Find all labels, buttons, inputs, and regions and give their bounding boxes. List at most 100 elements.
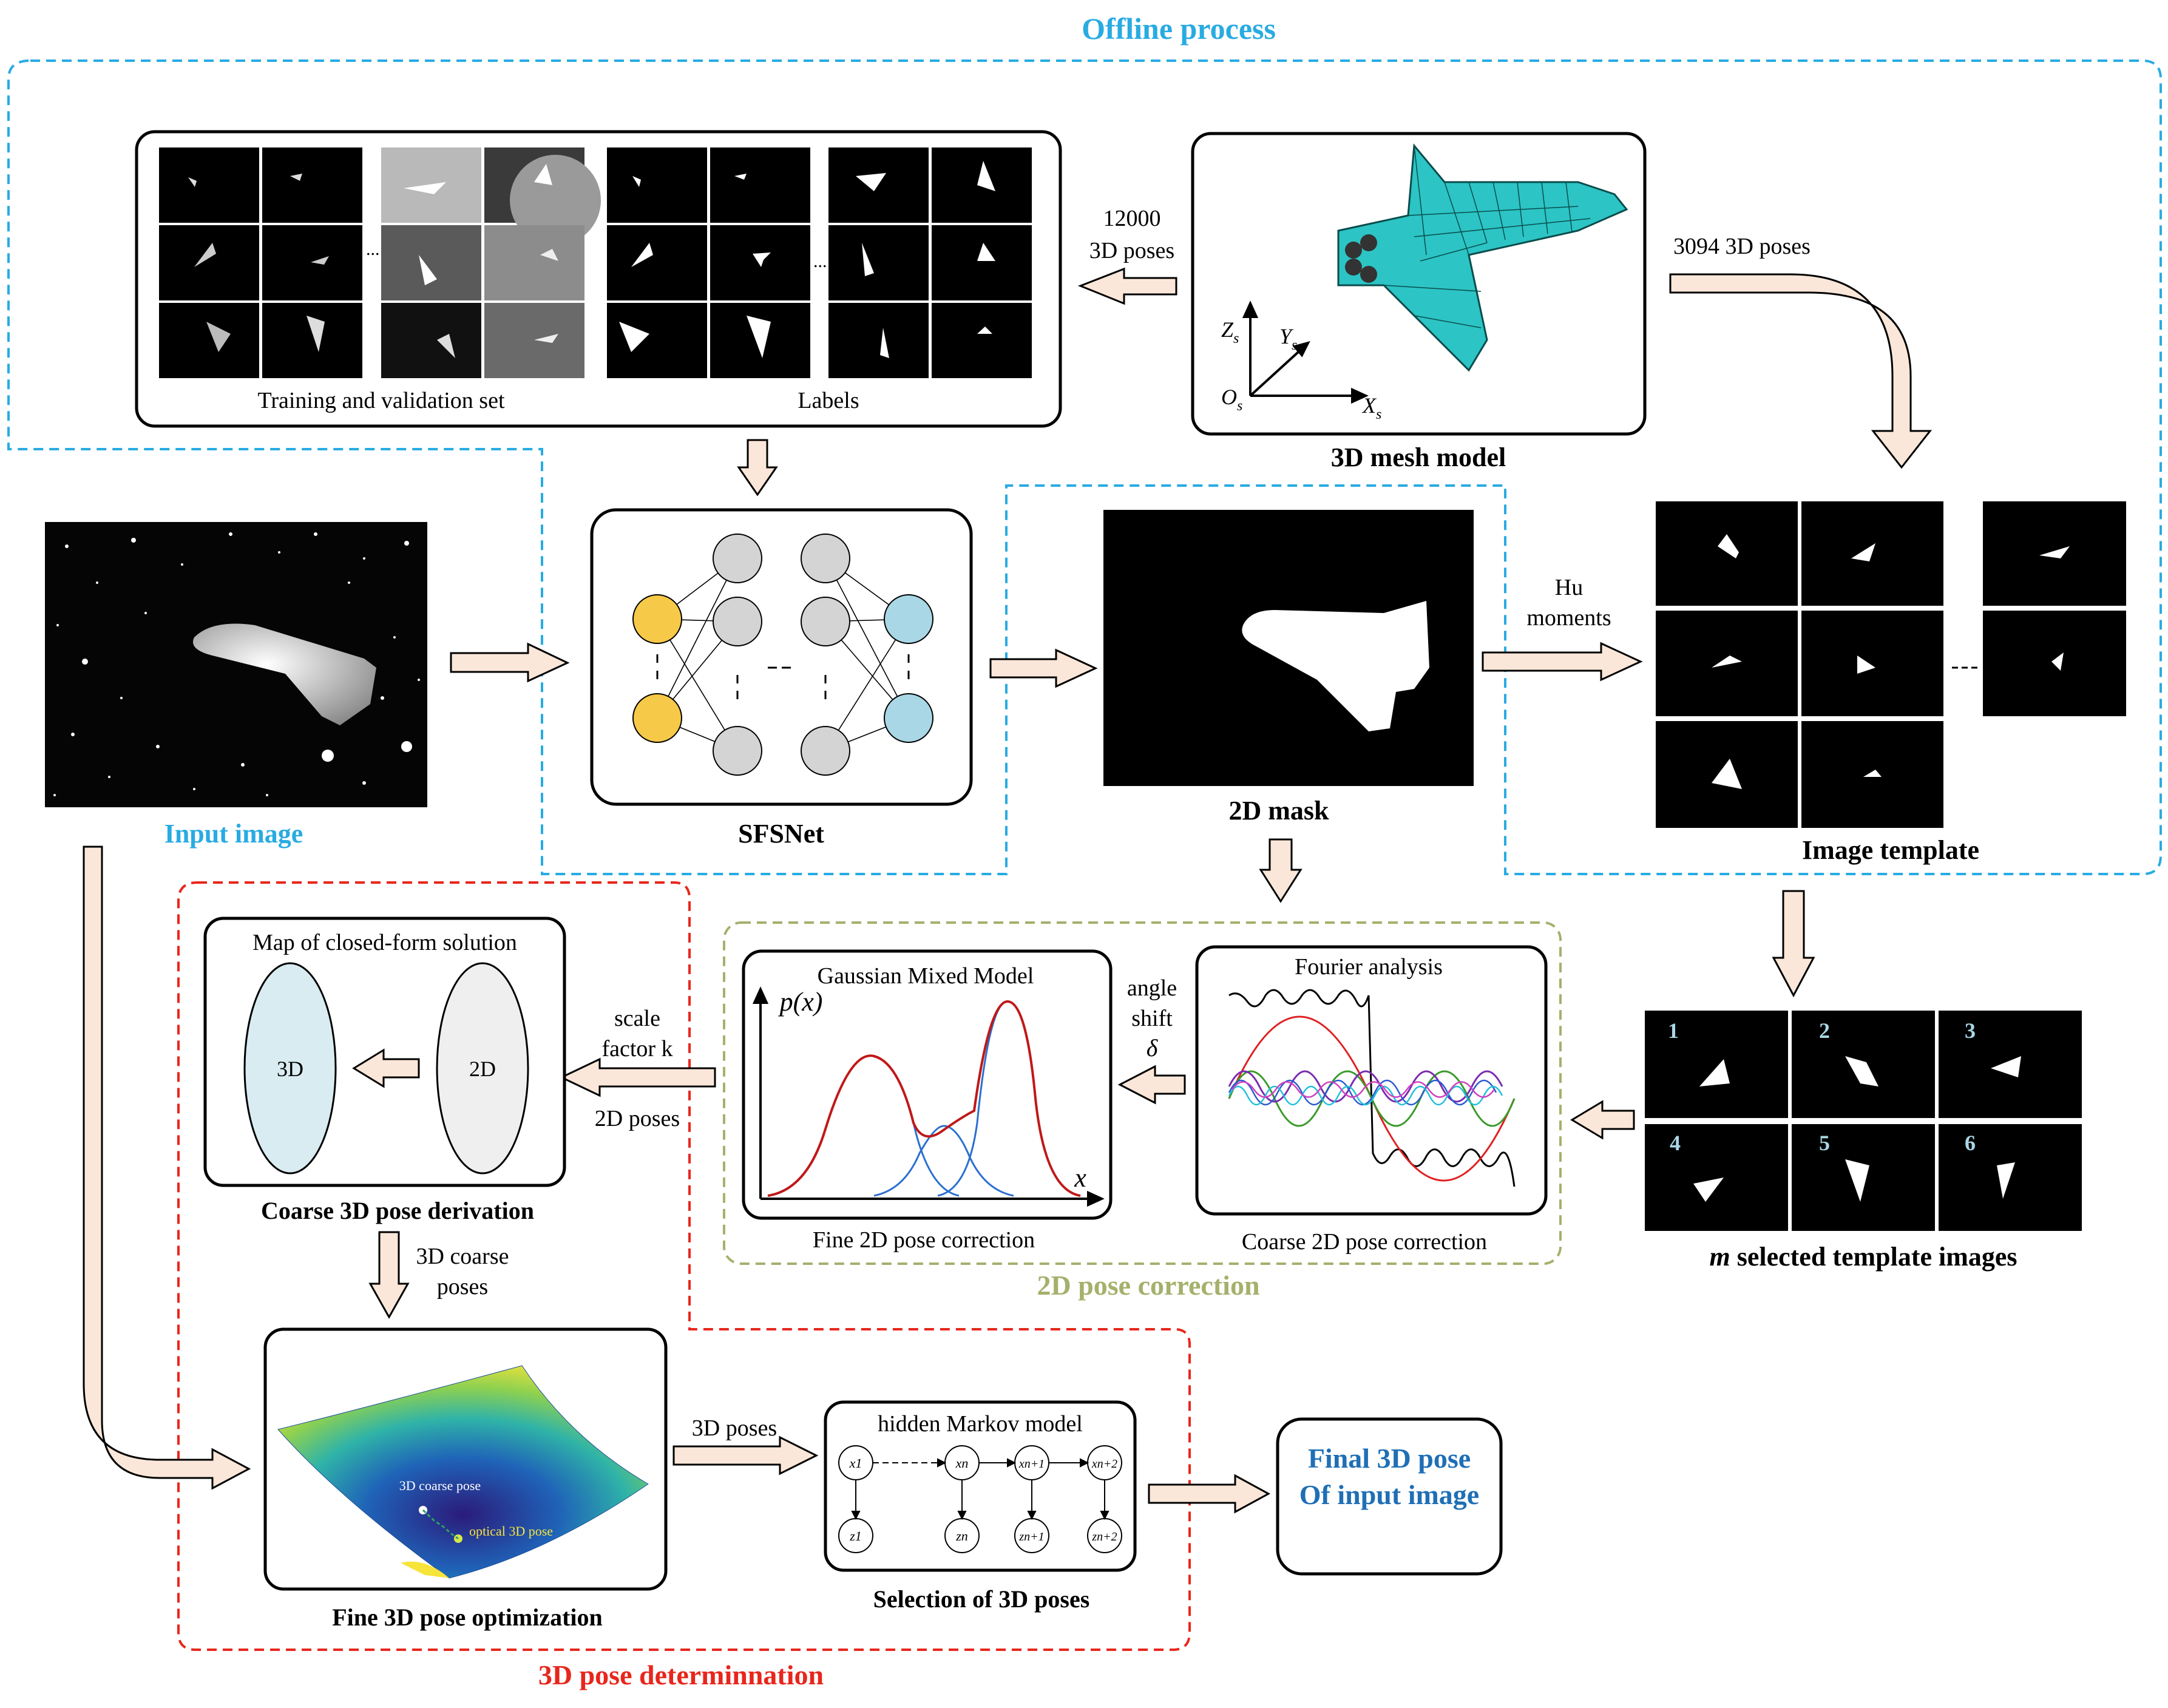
angle-label-1: angle <box>1127 975 1177 1001</box>
hmm-edges <box>851 1458 1109 1520</box>
selected-number-3: 3 <box>1965 1018 1976 1043</box>
arrow-template-to-selected <box>1772 890 1815 998</box>
arrow-hmm-to-final <box>1148 1474 1271 1514</box>
hmm-x1-label: x1 <box>849 1456 862 1471</box>
hu-label-1: Hu <box>1555 575 1583 600</box>
hmm-xn2-label: xn+2 <box>1091 1457 1117 1471</box>
fine3d-panel: 3D coarse pose optical 3D pose <box>263 1327 668 1591</box>
hmm-xn1-label: xn+1 <box>1018 1457 1045 1471</box>
training-label: Training and validation set <box>257 388 504 413</box>
hmm-panel: hidden Markov model x1 xn xn+1 xn+2 z1 z… <box>824 1400 1137 1572</box>
arrow-2d-to-3d <box>352 1048 420 1088</box>
coarse3d-title: Coarse 3D pose derivation <box>261 1197 534 1224</box>
node-ellipsis <box>656 654 910 699</box>
surface-coarse-label: 3D coarse pose <box>399 1478 481 1493</box>
input-image-title: Input image <box>164 819 303 849</box>
hmm-zn1-label: zn+1 <box>1018 1530 1044 1544</box>
scale-label-1: scale <box>614 1006 660 1031</box>
pose3d-region-border <box>177 881 1191 1651</box>
surface-edge-yellow <box>401 1561 449 1578</box>
selected-number-2: 2 <box>1819 1018 1830 1043</box>
input-node-2 <box>632 693 682 743</box>
hidden-node-1c <box>713 726 762 776</box>
selected-number-5: 5 <box>1819 1131 1830 1155</box>
poses-12000-unit: 3D poses <box>1089 238 1174 263</box>
harmonic-magenta <box>1231 1081 1496 1098</box>
hidden-node-2a <box>801 534 850 583</box>
input-node-1 <box>632 594 682 644</box>
arrow-mesh-to-training <box>1077 267 1177 305</box>
axis-o-label: Os <box>1221 385 1242 414</box>
final-line-2: Of input image <box>1299 1479 1479 1510</box>
labels-label: Labels <box>798 388 859 413</box>
pose2d-title: 2D pose correction <box>1037 1270 1259 1301</box>
shuttle-mesh <box>1337 143 1628 372</box>
training-panel: ... <box>135 130 1062 428</box>
ellipse-2d-label: 2D <box>469 1057 496 1081</box>
coarse-2d-label: Coarse 2D pose correction <box>1242 1229 1487 1255</box>
gmm-x-label: x <box>1074 1163 1086 1193</box>
pose2d-region-border <box>723 921 1562 1265</box>
poses-12000-number: 12000 <box>1103 206 1161 231</box>
hidden-node-1b <box>713 597 762 646</box>
fine3d-title: Fine 3D pose optimization <box>332 1604 603 1631</box>
poses-3d-label: 3D poses <box>692 1415 777 1441</box>
label-thumbs <box>607 147 1032 378</box>
final-pose-frame <box>1276 1417 1503 1576</box>
axis-z-label: Zs <box>1221 317 1239 347</box>
training-thumbs-black <box>159 147 362 378</box>
gaussian-2 <box>873 1125 1014 1197</box>
optimization-surface <box>277 1365 649 1579</box>
image-template-grid <box>1656 501 2126 828</box>
ellipse-3d <box>243 962 337 1174</box>
selected-number-6: 6 <box>1965 1131 1976 1155</box>
gmm-frame <box>742 949 1113 1220</box>
hmm-frame <box>824 1400 1137 1572</box>
arrow-input-to-fine3d <box>83 846 251 1490</box>
axes-icon <box>1242 300 1369 404</box>
hu-label-2: moments <box>1526 605 1611 631</box>
selection-title: Selection of 3D poses <box>873 1585 1090 1613</box>
sfsnet-panel <box>590 508 973 806</box>
mesh-wireframe <box>1383 145 1591 328</box>
arrow-sfsnet-to-mask <box>989 648 1098 688</box>
arrow-fourier-to-gmm <box>1117 1065 1186 1105</box>
template-title: Image template <box>1802 835 1979 865</box>
selected-number-1: 1 <box>1668 1018 1679 1043</box>
scale-label-2: factor k <box>601 1036 672 1062</box>
angle-symbol: δ <box>1147 1034 1159 1062</box>
sfsnet-title: SFSNet <box>738 819 824 849</box>
arrow-training-to-sfsnet <box>737 439 778 496</box>
fine-2d-label: Fine 2D pose correction <box>813 1227 1035 1253</box>
input-shuttle <box>193 623 376 725</box>
coarse-poses-label-2: poses <box>437 1274 488 1300</box>
gmm-axes <box>752 986 1105 1207</box>
hmm-zn-label: zn <box>955 1528 968 1544</box>
mask-title: 2D mask <box>1228 796 1329 825</box>
arrow-selected-to-fourier <box>1570 1100 1635 1140</box>
hmm-title: hidden Markov model <box>878 1411 1083 1437</box>
hmm-z1-label: z1 <box>849 1528 862 1544</box>
label-ellipsis: ... <box>813 251 827 271</box>
gmm-panel: Gaussian Mixed Model p(x) x <box>742 949 1113 1220</box>
map-title: Map of closed-form solution <box>252 930 517 955</box>
training-thumbs-photo <box>381 147 601 378</box>
offline-region-border <box>7 59 2162 875</box>
arrow-gmm-to-coarse3d <box>559 1057 716 1097</box>
mask-shuttle <box>1242 601 1429 731</box>
selected-number-4: 4 <box>1670 1131 1681 1155</box>
coarse3d-panel: Map of closed-form solution 3D 2D <box>203 917 566 1187</box>
axis-y-label: Ys <box>1279 324 1297 353</box>
arrow-coarse-to-fine3d <box>368 1231 410 1320</box>
harmonic-cyan <box>1228 1085 1503 1106</box>
selected-templates: 1 2 3 4 5 6 <box>1645 1011 2082 1231</box>
angle-label-2: shift <box>1131 1006 1173 1031</box>
mesh-model-title: 3D mesh model <box>1331 442 1506 472</box>
ellipse-2d <box>436 962 529 1174</box>
offline-process-title: Offline process <box>1082 12 1276 46</box>
input-image <box>45 522 427 807</box>
selected-title: m selected template images <box>1709 1242 2017 1272</box>
fourier-title: Fourier analysis <box>1295 954 1443 980</box>
descent-path <box>422 1509 459 1540</box>
